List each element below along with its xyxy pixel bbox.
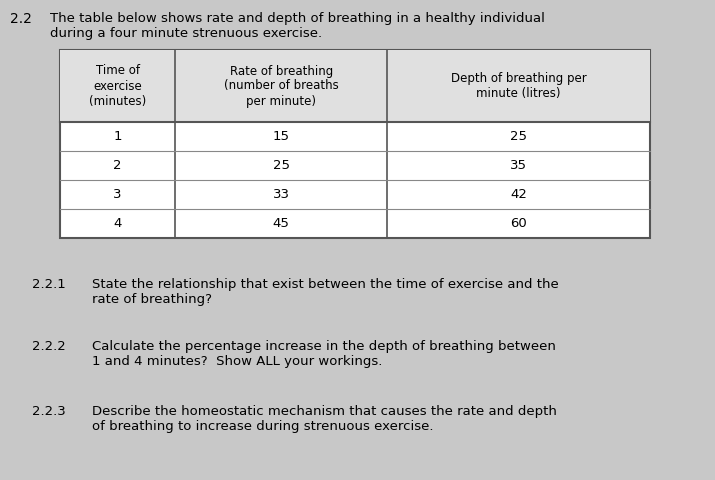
- Text: Describe the homeostatic mechanism that causes the rate and depth: Describe the homeostatic mechanism that …: [92, 405, 557, 418]
- Text: Rate of breathing
(number of breaths
per minute): Rate of breathing (number of breaths per…: [224, 64, 339, 108]
- Text: of breathing to increase during strenuous exercise.: of breathing to increase during strenuou…: [92, 420, 433, 433]
- Text: 2.2: 2.2: [10, 12, 32, 26]
- Text: 2: 2: [113, 159, 122, 172]
- Text: The table below shows rate and depth of breathing in a healthy individual: The table below shows rate and depth of …: [50, 12, 545, 25]
- Text: 1 and 4 minutes?  Show ALL your workings.: 1 and 4 minutes? Show ALL your workings.: [92, 355, 383, 368]
- Text: Calculate the percentage increase in the depth of breathing between: Calculate the percentage increase in the…: [92, 340, 556, 353]
- Text: 60: 60: [511, 217, 527, 230]
- Text: 1: 1: [113, 130, 122, 143]
- Text: 33: 33: [272, 188, 290, 201]
- Text: 2.2.1: 2.2.1: [32, 278, 66, 291]
- Text: 25: 25: [272, 159, 290, 172]
- Text: rate of breathing?: rate of breathing?: [92, 293, 212, 306]
- Text: 2.2.2: 2.2.2: [32, 340, 66, 353]
- Text: 3: 3: [113, 188, 122, 201]
- Bar: [60, 50, 650, 122]
- Text: during a four minute strenuous exercise.: during a four minute strenuous exercise.: [50, 27, 322, 40]
- Text: 35: 35: [511, 159, 527, 172]
- Text: 45: 45: [273, 217, 290, 230]
- Text: 15: 15: [272, 130, 290, 143]
- Text: Depth of breathing per
minute (litres): Depth of breathing per minute (litres): [451, 72, 586, 100]
- Text: 2.2.3: 2.2.3: [32, 405, 66, 418]
- Text: 25: 25: [511, 130, 527, 143]
- Bar: [60, 50, 650, 238]
- Text: 42: 42: [511, 188, 527, 201]
- Text: Time of
exercise
(minutes): Time of exercise (minutes): [89, 64, 146, 108]
- Text: State the relationship that exist between the time of exercise and the: State the relationship that exist betwee…: [92, 278, 558, 291]
- Text: 4: 4: [114, 217, 122, 230]
